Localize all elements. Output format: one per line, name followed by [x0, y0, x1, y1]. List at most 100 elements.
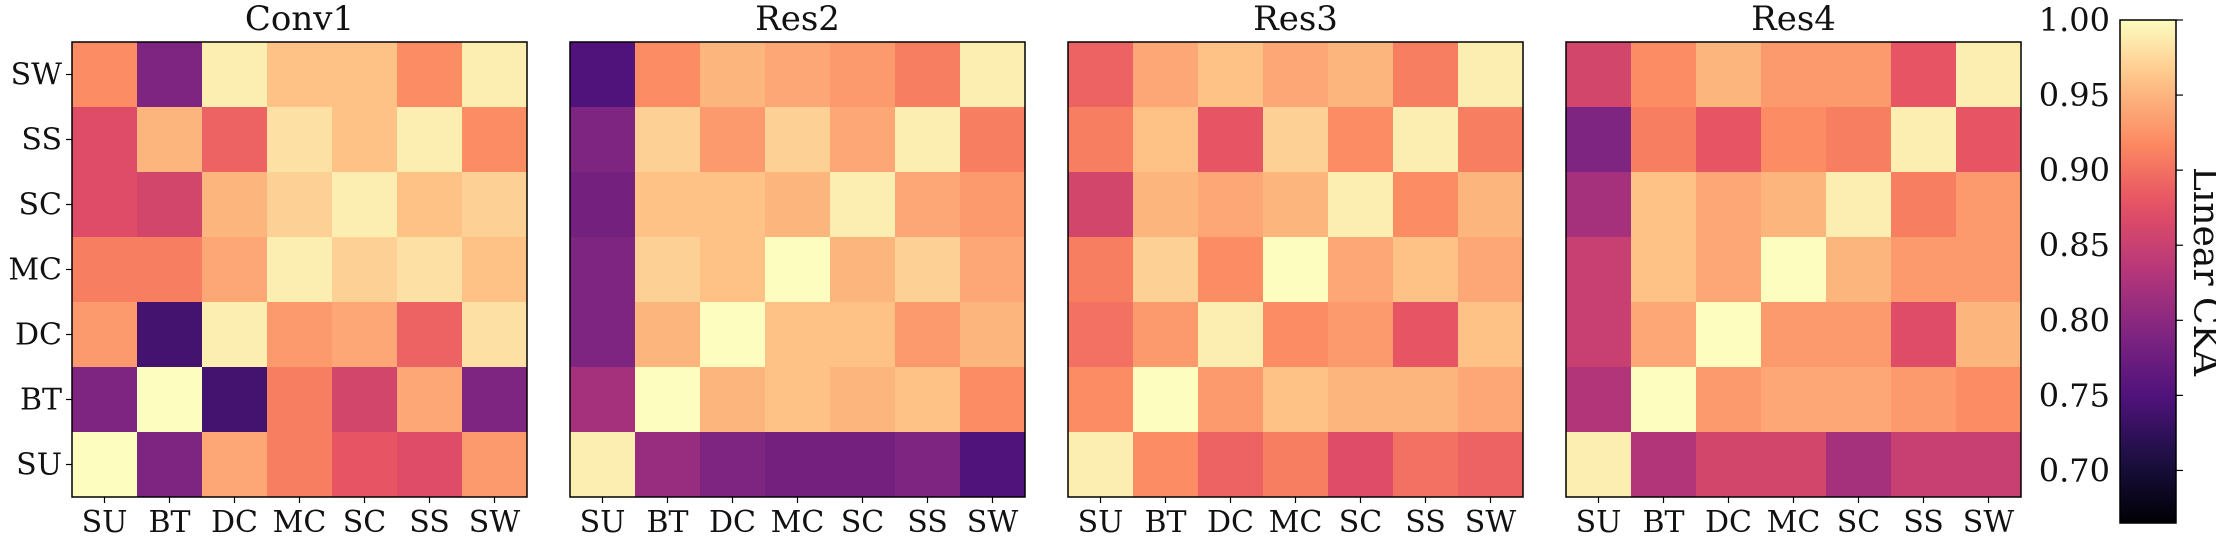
heatmap-cell: [830, 237, 896, 303]
heatmap-cell: [1133, 172, 1199, 238]
heatmap-cell: [960, 302, 1026, 368]
colorbar-tick-label: 0.80: [2039, 301, 2110, 339]
heatmap-cell: [830, 107, 896, 173]
x-tick-label: BT: [148, 505, 190, 540]
heatmap-cell: [1566, 432, 1632, 498]
heatmap-cell: [1696, 367, 1762, 433]
heatmap-cell: [1068, 42, 1134, 108]
heatmap-cell: [570, 107, 636, 173]
heatmap-cell: [137, 42, 203, 108]
heatmap-cell: [1891, 42, 1957, 108]
heatmap-cell: [1761, 107, 1827, 173]
x-tick-label: MC: [273, 505, 327, 540]
heatmap-cell: [1328, 172, 1394, 238]
y-tick-label: SW: [11, 58, 63, 93]
x-tick-label: SU: [580, 505, 626, 540]
heatmap-panel-conv1: Conv1 SU BT DC MC SC SS SW SW SS SC MC DC BT SU: [8, 0, 528, 540]
heatmap-cell: [700, 302, 766, 368]
heatmap-cell: [1133, 107, 1199, 173]
heatmap-cell: [72, 302, 138, 368]
heatmap-cell: [1068, 107, 1134, 173]
heatmap-cell: [895, 302, 961, 368]
colorbar: 0.70 0.75 0.80 0.85 0.90 0.95 1.00 Linear CKA: [2039, 1, 2216, 524]
heatmap-cell: [700, 107, 766, 173]
heatmap-cell: [1458, 432, 1524, 498]
heatmap-cell: [72, 237, 138, 303]
heatmap-cell: [1761, 367, 1827, 433]
heatmap-cell: [1891, 172, 1957, 238]
heatmap-cell: [700, 432, 766, 498]
heatmap-cell: [1891, 367, 1957, 433]
heatmap-cell: [570, 302, 636, 368]
heatmap-cell: [1696, 432, 1762, 498]
x-tick-label: DC: [1207, 505, 1254, 540]
heatmap-cell: [1328, 107, 1394, 173]
x-tick-label: MC: [771, 505, 825, 540]
heatmap-cell: [1393, 367, 1459, 433]
heatmap-cell: [765, 367, 831, 433]
heatmap-cell: [1956, 237, 2022, 303]
x-tick-label: SC: [1339, 505, 1383, 540]
heatmap-cell: [960, 42, 1026, 108]
heatmap-cell: [137, 237, 203, 303]
heatmap-cell: [202, 237, 268, 303]
heatmap-cell: [462, 107, 528, 173]
heatmap-cell: [1631, 107, 1697, 173]
heatmap-cell: [830, 302, 896, 368]
heatmap-cell: [397, 302, 463, 368]
heatmap-cell: [570, 42, 636, 108]
heatmap-cell: [1631, 172, 1697, 238]
heatmap-cell: [765, 237, 831, 303]
panel-title: Res2: [755, 0, 840, 39]
heatmap-cell: [202, 172, 268, 238]
heatmap-cell: [137, 172, 203, 238]
heatmap-cell: [700, 42, 766, 108]
panel-title: Res4: [1751, 0, 1836, 39]
heatmap-cell: [267, 302, 333, 368]
heatmap-cell: [765, 432, 831, 498]
heatmap-cell: [765, 107, 831, 173]
heatmap-cell: [332, 237, 398, 303]
heatmap-cell: [462, 172, 528, 238]
heatmap-cell: [1826, 172, 1892, 238]
heatmap-cell: [635, 107, 701, 173]
heatmap-cell: [1068, 302, 1134, 368]
heatmap-cell: [1631, 42, 1697, 108]
heatmap-cell: [462, 302, 528, 368]
heatmap-cell: [570, 432, 636, 498]
heatmap-cell: [1696, 42, 1762, 108]
heatmap-cell: [895, 172, 961, 238]
heatmap-cell: [1891, 107, 1957, 173]
colorbar-tick-label: 0.85: [2039, 226, 2110, 264]
heatmap-cell: [1133, 302, 1199, 368]
heatmap-cell: [1566, 172, 1632, 238]
heatmap-cell: [1263, 367, 1329, 433]
heatmap-cell: [137, 302, 203, 368]
x-tick-label: SC: [841, 505, 885, 540]
heatmap-cell: [1393, 172, 1459, 238]
heatmap-cell: [1458, 42, 1524, 108]
heatmap-cell: [267, 432, 333, 498]
heatmap-cell: [1458, 302, 1524, 368]
colorbar-frame: [2119, 19, 2177, 524]
colorbar-tick-label: 0.75: [2039, 376, 2110, 414]
heatmap-cell: [1761, 302, 1827, 368]
heatmap-cell: [202, 432, 268, 498]
y-tick-label: SS: [21, 123, 62, 158]
heatmap-cell: [267, 107, 333, 173]
heatmap-cell: [1761, 237, 1827, 303]
x-tick-label: BT: [1642, 505, 1684, 540]
heatmap-cell: [202, 107, 268, 173]
heatmap-cell: [137, 107, 203, 173]
x-tick-label: SC: [1837, 505, 1881, 540]
heatmap-cell: [830, 367, 896, 433]
heatmap-cell: [635, 172, 701, 238]
heatmap-cell: [570, 172, 636, 238]
heatmap-cell: [1068, 172, 1134, 238]
heatmap-cell: [1068, 237, 1134, 303]
x-tick-label: BT: [646, 505, 688, 540]
x-tick-label: SW: [967, 505, 1019, 540]
x-tick-label: SU: [1078, 505, 1124, 540]
heatmap-cell: [397, 367, 463, 433]
heatmap-cell: [1761, 42, 1827, 108]
